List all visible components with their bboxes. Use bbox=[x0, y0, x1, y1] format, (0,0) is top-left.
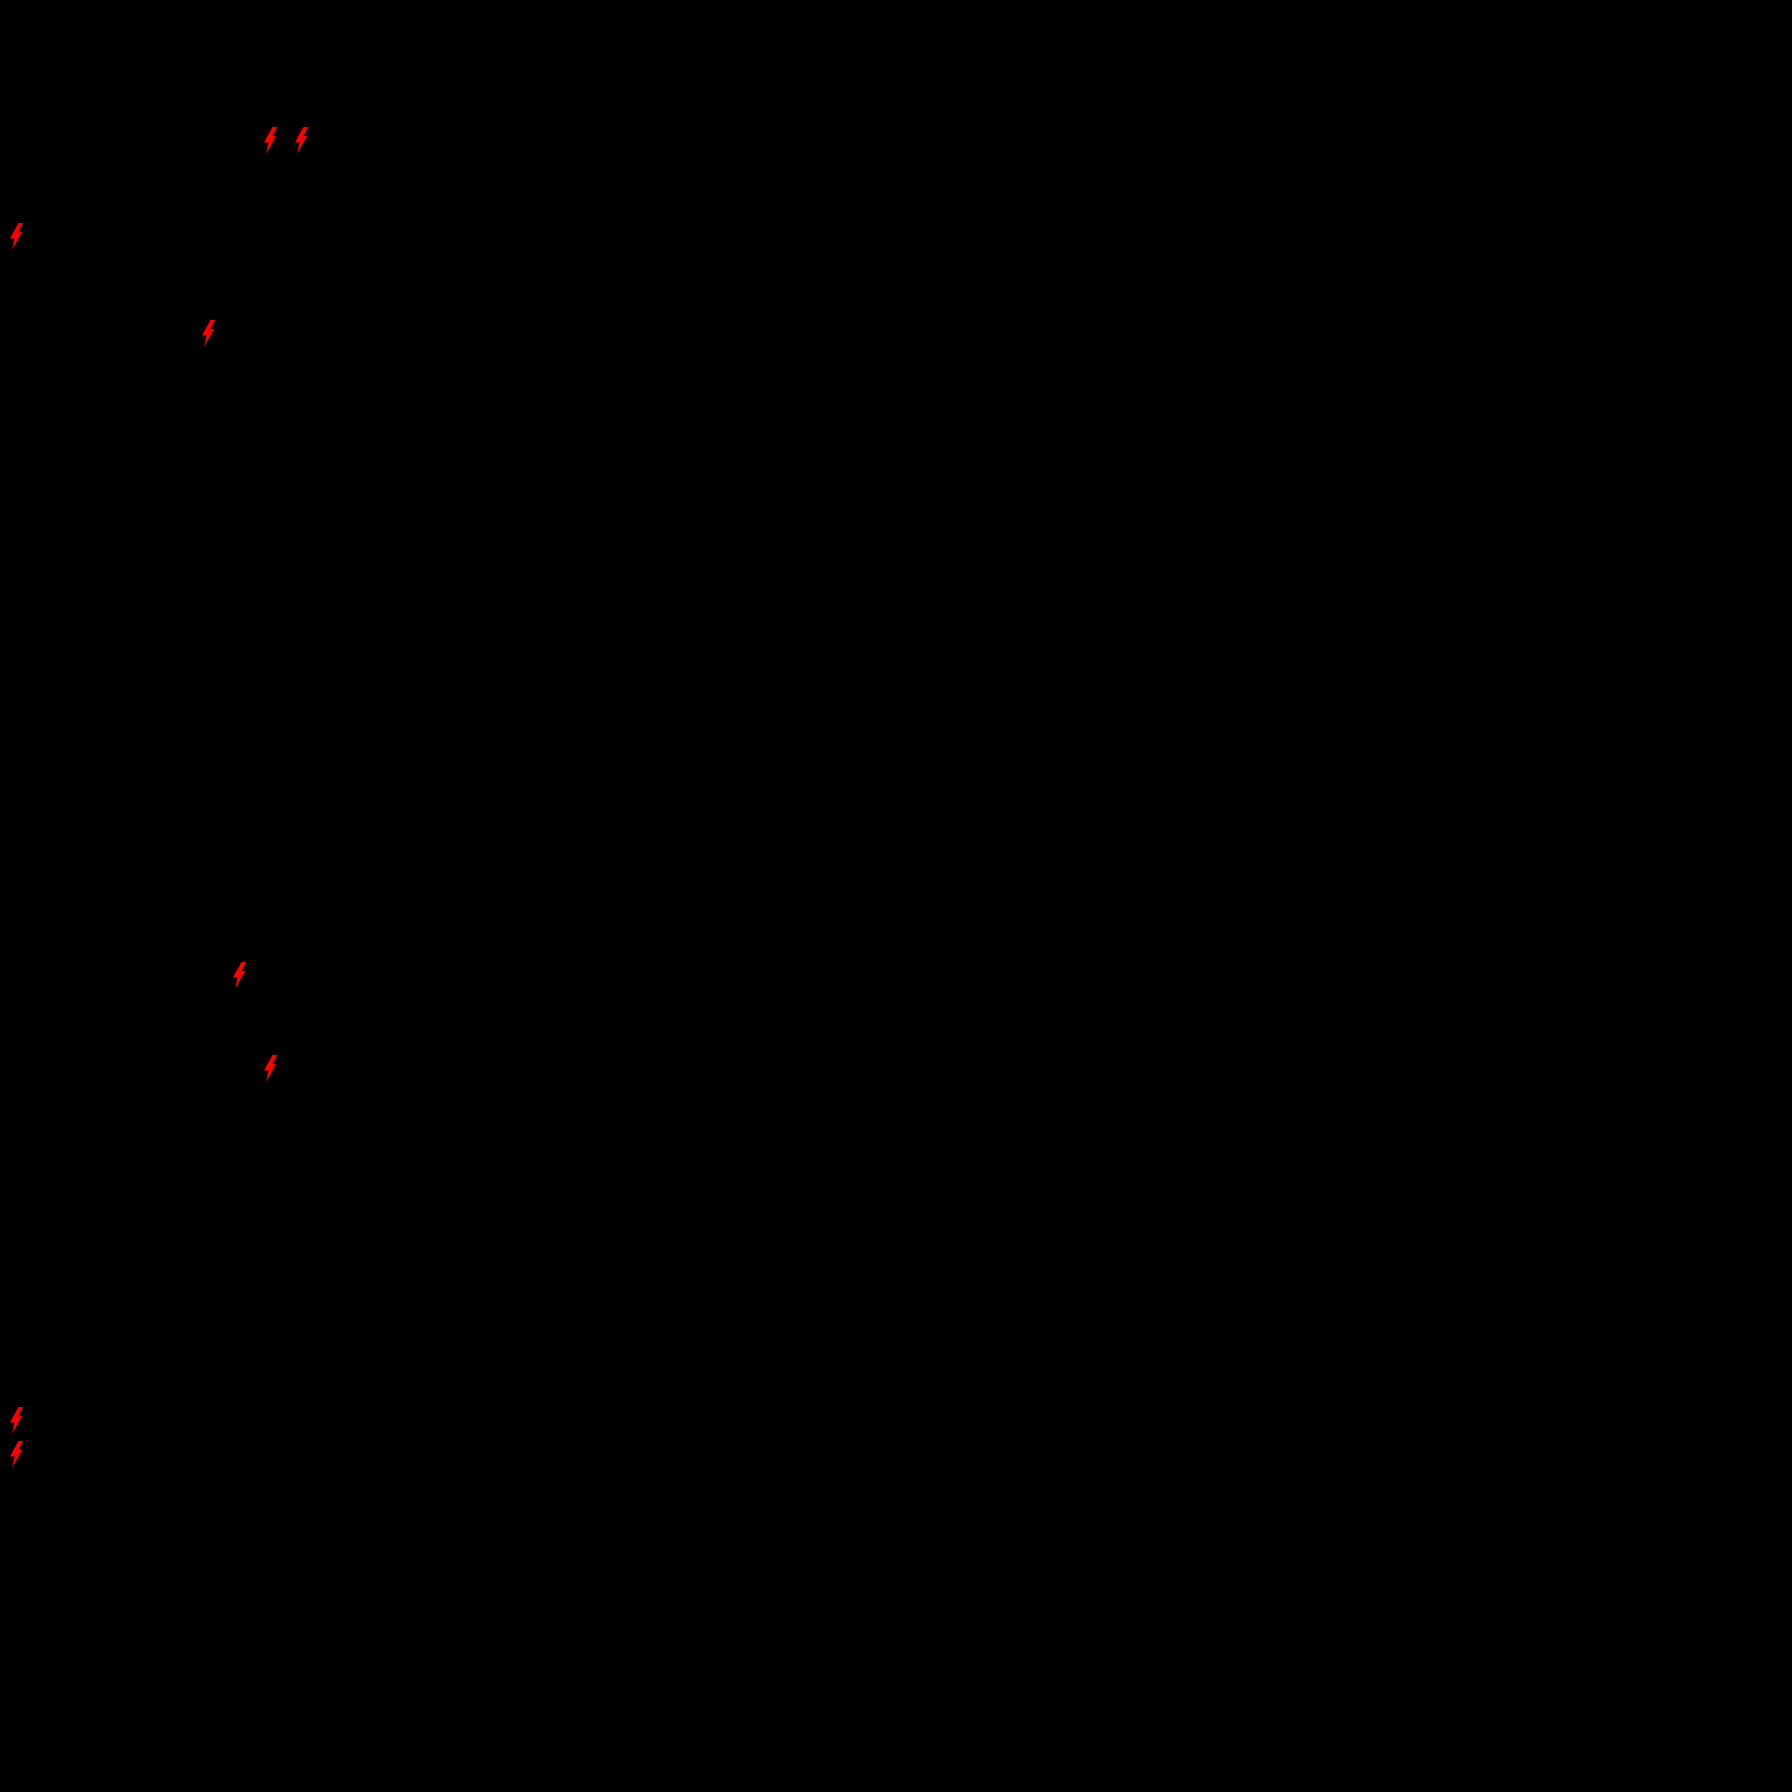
lightning-bolt-icon bbox=[264, 1055, 277, 1082]
lightning-bolt-icon bbox=[295, 127, 308, 154]
lightning-bolt-icon bbox=[233, 962, 246, 989]
lightning-bolt-icon bbox=[10, 223, 23, 250]
lightning-bolt-icon bbox=[10, 1407, 23, 1434]
lightning-bolt-icon bbox=[264, 127, 277, 154]
lightning-bolt-icon bbox=[10, 1441, 23, 1468]
lightning-bolt-icon bbox=[202, 320, 215, 347]
